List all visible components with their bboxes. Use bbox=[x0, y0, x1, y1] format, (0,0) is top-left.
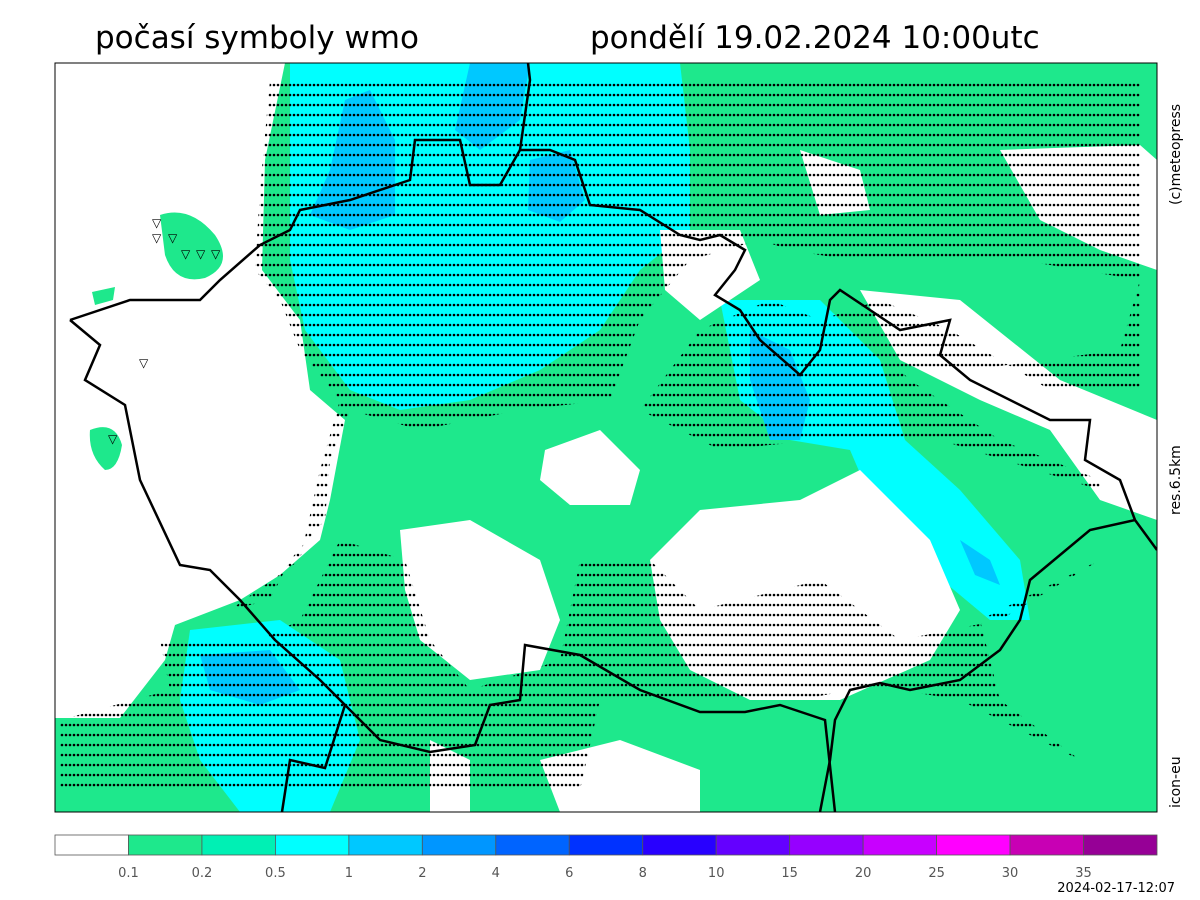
colorbar-box bbox=[348, 834, 423, 856]
svg-text:▽: ▽ bbox=[108, 432, 118, 446]
timestamp: 2024-02-17-12:07 bbox=[1057, 881, 1175, 896]
colorbar-label: 20 bbox=[855, 866, 872, 881]
colorbar: 0.1 0.2 0.5 1 2 4 6 8 10 15 20 25 30 35 bbox=[54, 834, 1158, 881]
colorbar-box bbox=[421, 834, 497, 856]
colorbar-label: 8 bbox=[639, 866, 647, 881]
colorbar-box bbox=[54, 834, 129, 856]
colorbar-label: 1 bbox=[345, 866, 353, 881]
svg-text:▽: ▽ bbox=[152, 216, 162, 230]
no-precip bbox=[400, 145, 1157, 812]
map-datetime: pondělí 19.02.2024 10:00utc bbox=[590, 20, 1040, 56]
colorbar-label: 0.1 bbox=[118, 866, 139, 881]
colorbar-label: 35 bbox=[1075, 866, 1092, 881]
map-title: počasí symboly wmo bbox=[95, 20, 419, 56]
copyright-label: (c)meteopress bbox=[1168, 104, 1184, 205]
svg-text:▽: ▽ bbox=[168, 231, 178, 245]
map-area: ▽▽ ▽▽ ▽ ▽▽▽ bbox=[55, 63, 1157, 812]
colorbar-box bbox=[789, 834, 864, 856]
colorbar-box bbox=[715, 834, 791, 856]
svg-text:▽: ▽ bbox=[211, 247, 221, 261]
colorbar-box bbox=[642, 834, 717, 856]
svg-text:▽: ▽ bbox=[152, 231, 162, 245]
colorbar-box bbox=[274, 834, 350, 856]
colorbar-box bbox=[1083, 834, 1158, 856]
colorbar-box bbox=[1009, 834, 1084, 856]
borders bbox=[69, 63, 1157, 812]
snow-symbols: ▽▽ ▽▽ ▽ ▽▽▽ bbox=[108, 216, 221, 446]
map-frame bbox=[54, 62, 1158, 813]
precip-green-blob bbox=[89, 212, 223, 470]
colorbar-label: 10 bbox=[708, 866, 725, 881]
svg-text:▽: ▽ bbox=[196, 247, 206, 261]
colorbar-box bbox=[568, 834, 644, 856]
colorbar-box bbox=[862, 834, 938, 856]
symbol-dots bbox=[60, 80, 1140, 790]
resolution-label: res.6.5km bbox=[1168, 445, 1184, 515]
svg-text:▽: ▽ bbox=[139, 356, 149, 370]
colorbar-label: 0.2 bbox=[192, 866, 213, 881]
colorbar-box bbox=[495, 834, 570, 856]
colorbar-box bbox=[936, 834, 1011, 856]
colorbar-box bbox=[128, 834, 203, 856]
model-label: icon-eu bbox=[1168, 756, 1184, 808]
svg-text:▽: ▽ bbox=[181, 247, 191, 261]
colorbar-label: 25 bbox=[928, 866, 945, 881]
colorbar-label: 2 bbox=[418, 866, 426, 881]
colorbar-label: 0.5 bbox=[265, 866, 286, 881]
colorbar-box bbox=[201, 834, 276, 856]
colorbar-label: 30 bbox=[1002, 866, 1019, 881]
colorbar-label: 6 bbox=[565, 866, 573, 881]
colorbar-label: 15 bbox=[781, 866, 798, 881]
colorbar-label: 4 bbox=[492, 866, 500, 881]
